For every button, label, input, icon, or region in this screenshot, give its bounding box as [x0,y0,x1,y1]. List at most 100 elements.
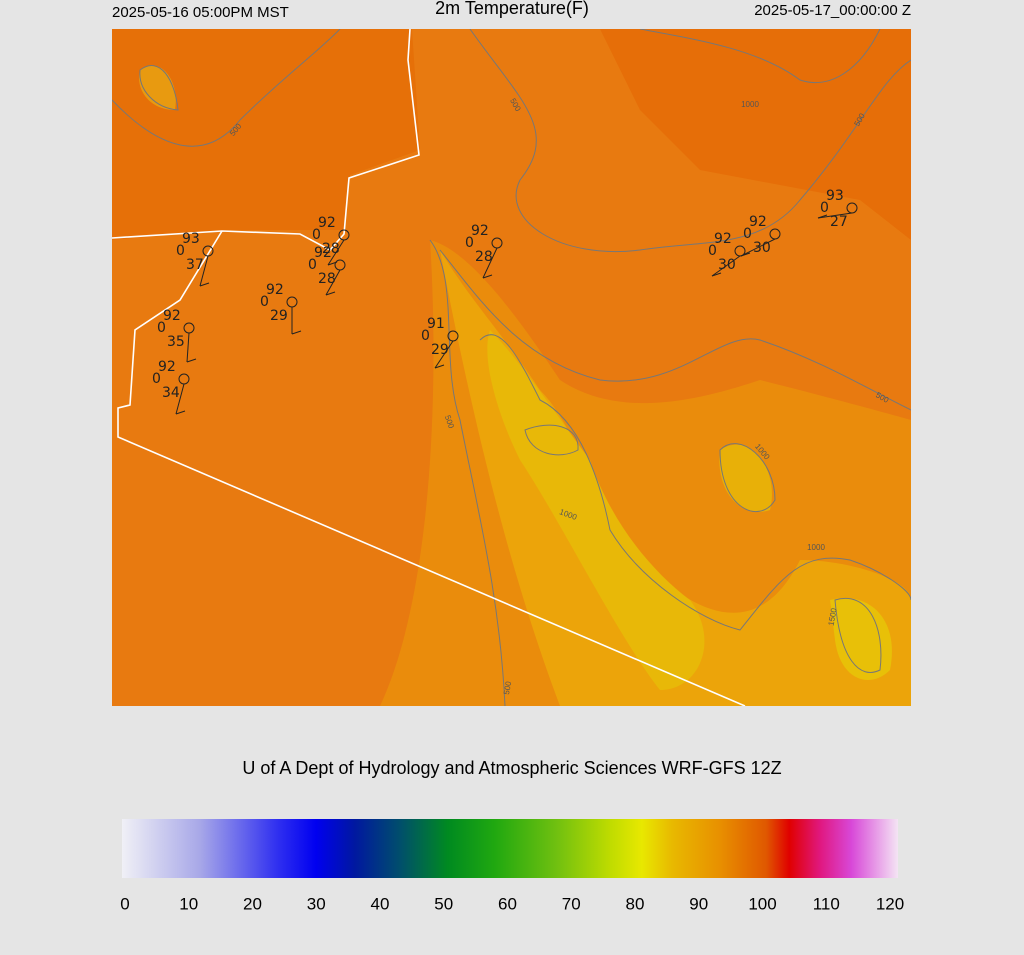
contour-line [139,65,179,111]
wind-barb [325,269,341,296]
wind-barb [817,212,853,219]
contour-label: 1000 [741,100,759,109]
station-temperature: 92 [158,359,176,375]
scale-tick-label: 80 [626,894,645,913]
high-terrain [719,444,772,512]
station-temperature: 93 [182,231,200,247]
barb-tick [434,364,445,369]
barb-tick [711,272,722,277]
barb-tick [817,214,828,219]
cool-region [440,250,911,706]
scale-tick-label: 110 [813,894,840,913]
station-dewpoint: 29 [270,308,288,324]
station-code: 0 [308,257,317,273]
station-dewpoint: 28 [322,241,340,257]
station-temperature: 92 [318,215,336,231]
station-temperature: 92 [714,231,732,247]
station-dewpoint: 37 [186,257,204,273]
wind-barb [186,332,190,363]
high-terrain [139,65,176,110]
map-title: 2m Temperature(F) [435,0,589,18]
station-temperature: 92 [314,245,332,261]
warm-region [112,29,420,240]
contour-line [639,29,881,84]
station-code: 0 [421,328,430,344]
wind-barb [175,383,185,415]
state-borders [112,29,746,706]
barb-tick [186,358,197,363]
high-terrain [487,330,705,690]
station-code: 0 [312,227,321,243]
scale-tick-label: 10 [179,894,198,913]
station-dewpoint: 28 [318,271,336,287]
station-code: 0 [260,294,269,310]
station-temperature: 92 [749,214,767,230]
station-temperature: 92 [266,282,284,298]
contour-label: 1000 [807,543,825,552]
contour-line [524,424,579,456]
wind-barb [482,247,498,279]
wind-barb [199,255,209,287]
station-circle [183,322,195,334]
station-circle [286,296,298,308]
color-scale-ticks: 0 10 20 30 40 50 60 70 80 90 100 110 120 [120,894,904,913]
station-circle [846,202,858,214]
wind-barb [327,239,345,266]
barb-tick [291,330,302,335]
barb-tick [482,274,493,279]
contour-label: 1500 [827,607,839,627]
barb-tick [325,291,336,296]
contour-label: 500 [443,414,456,430]
contour-line [429,239,506,706]
scale-tick-label: 120 [876,894,904,913]
station-temperature: 92 [163,308,181,324]
barb-tick [175,410,186,415]
station-circle [202,245,214,257]
station-circle [447,330,459,342]
station-code: 0 [465,235,474,251]
scale-tick-label: 90 [689,894,708,913]
station-code: 0 [152,371,161,387]
scale-tick-label: 50 [434,894,453,913]
station-circle [769,228,781,240]
station-circle [491,237,503,249]
color-scale-bar [122,819,898,878]
station-dewpoint: 30 [753,240,771,256]
station-code: 0 [157,320,166,336]
scale-tick-label: 0 [120,894,129,913]
scale-tick-label: 100 [748,894,776,913]
station-code: 0 [743,226,752,242]
station-dewpoint: 29 [431,342,449,358]
station-code: 0 [708,243,717,259]
station-code: 0 [176,243,185,259]
barb-tick [199,282,210,287]
high-terrain [830,598,892,680]
station-dewpoint: 30 [718,257,736,273]
station-dewpoint: 34 [162,385,180,401]
wind-barb [434,340,454,369]
scale-tick-label: 20 [243,894,262,913]
station-circle [334,259,346,271]
wind-barb [740,238,776,257]
valid-local-time: 2025-05-16 05:00PM MST [112,4,289,21]
contour-line [439,249,911,411]
station-dewpoint: 28 [475,249,493,265]
station-dewpoint: 35 [167,334,185,350]
contour-label: 500 [502,680,513,695]
contour-line [479,334,911,631]
station-temperature: 93 [826,188,844,204]
wind-barb [711,255,741,277]
border-line [112,29,420,252]
station-temperature: 92 [471,223,489,239]
